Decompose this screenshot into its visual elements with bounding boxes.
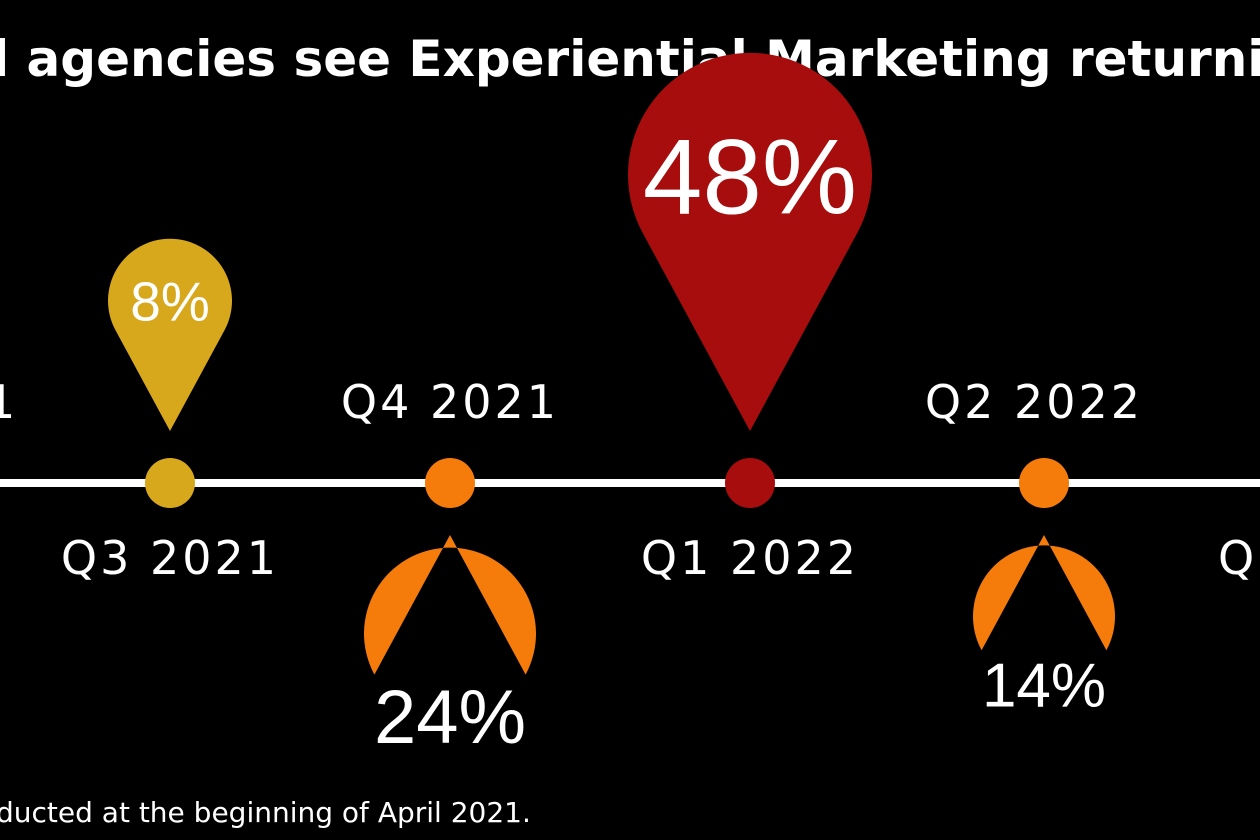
value-label-q3-2021: 8%: [130, 271, 210, 333]
value-pin-q1-2022: [627, 52, 872, 431]
value-pin-q4-2021: [363, 535, 536, 675]
value-label-q4-2021: 24%: [374, 675, 526, 760]
value-pin-q3-2021: [107, 238, 232, 431]
value-pin-q2-2022: [973, 535, 1115, 651]
timeline-dot-q4-2021: [425, 458, 475, 508]
tick-label-edge-right: Q3: [1218, 531, 1260, 585]
value-label-q2-2022: 14%: [982, 651, 1106, 720]
tick-label-q1-2022: Q1 2022: [641, 531, 859, 585]
value-label-q1-2022: 48%: [643, 116, 857, 236]
timeline-dot-q3-2021: [145, 458, 195, 508]
tick-label-q2-2022: Q2 2022: [925, 375, 1143, 429]
timeline-dot-q2-2022: [1019, 458, 1069, 508]
tick-label-q3-2021: Q3 2021: [61, 531, 279, 585]
chart-footnote: ducted at the beginning of April 2021.: [0, 796, 531, 829]
timeline-dot-q1-2022: [725, 458, 775, 508]
chart-title: l agencies see Experiential Marketing re…: [0, 30, 1260, 88]
timeline-marks: 8% 24% 48% 14%: [107, 52, 1115, 760]
tick-label-edge-left: 1: [0, 375, 18, 429]
tick-label-q4-2021: Q4 2021: [341, 375, 559, 429]
